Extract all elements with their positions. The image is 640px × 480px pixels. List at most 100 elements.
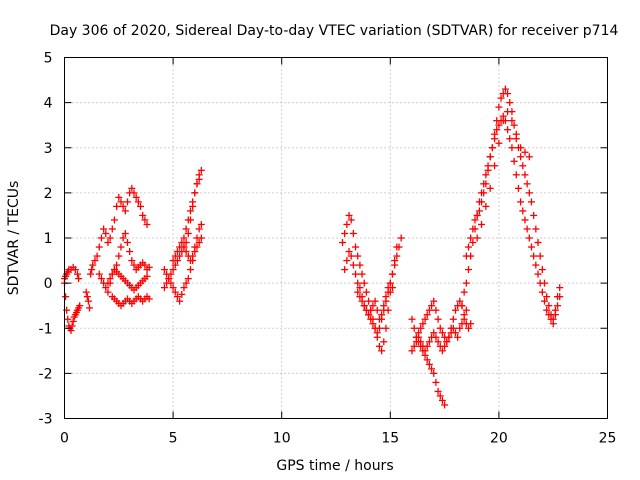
data-point (104, 288, 112, 296)
data-point (530, 211, 538, 219)
data-point (497, 94, 505, 102)
data-point (556, 293, 564, 301)
y-tick-label: -3 (39, 412, 53, 428)
data-point (95, 243, 103, 251)
data-point (341, 229, 349, 237)
data-point (169, 284, 177, 292)
data-point (365, 297, 373, 305)
data-point (367, 306, 375, 314)
data-point (501, 85, 509, 93)
data-point (417, 324, 425, 332)
data-point (519, 207, 527, 215)
data-point (521, 148, 529, 156)
data-point (525, 153, 533, 161)
data-point (186, 207, 194, 215)
data-point (197, 166, 205, 174)
data-point (382, 293, 390, 301)
data-point (545, 302, 553, 310)
data-point (532, 261, 540, 269)
data-point (449, 315, 457, 323)
data-point (128, 257, 136, 265)
data-point (347, 216, 355, 224)
data-point (454, 333, 462, 341)
data-point (367, 315, 375, 323)
data-point (91, 257, 99, 265)
data-point (117, 198, 125, 206)
data-point (445, 333, 453, 341)
data-point (85, 304, 93, 312)
data-point (76, 302, 84, 310)
data-point (119, 234, 127, 242)
data-point (423, 356, 431, 364)
y-tick-label: 1 (44, 231, 53, 247)
data-point (373, 329, 381, 337)
data-point (382, 324, 390, 332)
data-point (123, 239, 131, 247)
data-point (532, 225, 540, 233)
data-point (393, 252, 401, 260)
data-point (495, 139, 503, 147)
data-point (482, 180, 490, 188)
data-point (443, 338, 451, 346)
data-point (186, 257, 194, 265)
data-point (371, 297, 379, 305)
data-point (160, 284, 168, 292)
data-point (480, 189, 488, 197)
data-point (115, 252, 123, 260)
data-points (61, 85, 564, 409)
data-point (436, 324, 444, 332)
data-point (495, 103, 503, 111)
x-tick-label: 10 (273, 431, 291, 447)
data-point (408, 315, 416, 323)
y-axis-title: SDTVAR / TECUs (6, 181, 22, 296)
data-point (438, 329, 446, 337)
data-point (388, 270, 396, 278)
series-1 (61, 184, 153, 335)
data-point (512, 130, 520, 138)
y-tick-label: 4 (44, 96, 53, 112)
data-point (113, 261, 121, 269)
data-point (556, 284, 564, 292)
data-point (143, 272, 151, 280)
data-point (113, 202, 121, 210)
data-point (464, 243, 472, 251)
data-point (141, 216, 149, 224)
data-point (395, 243, 403, 251)
data-point (108, 225, 116, 233)
data-point (171, 261, 179, 269)
data-point (554, 302, 562, 310)
x-tick-label: 5 (169, 431, 178, 447)
x-tick-label: 20 (490, 431, 508, 447)
data-point (430, 369, 438, 377)
data-point (491, 135, 499, 143)
data-point (543, 306, 551, 314)
data-point (380, 338, 388, 346)
data-point (160, 266, 168, 274)
data-point (178, 239, 186, 247)
data-point (510, 121, 518, 129)
data-point (456, 297, 464, 305)
data-point (182, 248, 190, 256)
chart-title: Day 306 of 2020, Sidereal Day-to-day VTE… (50, 23, 619, 39)
data-point (83, 293, 91, 301)
data-point (195, 239, 203, 247)
data-point (349, 261, 357, 269)
y-tick-label: 2 (44, 186, 53, 202)
x-tick-label: 0 (60, 431, 69, 447)
data-point (538, 288, 546, 296)
data-point (180, 284, 188, 292)
data-point (412, 333, 420, 341)
data-point (95, 270, 103, 278)
data-point (464, 324, 472, 332)
data-point (517, 198, 525, 206)
data-point (139, 211, 147, 219)
data-point (495, 121, 503, 129)
data-point (64, 315, 72, 323)
data-point (486, 153, 494, 161)
y-tick-label: 5 (44, 51, 53, 67)
data-point (523, 180, 531, 188)
data-point (74, 270, 82, 278)
data-point (527, 243, 535, 251)
data-point (521, 171, 529, 179)
series-2 (160, 166, 205, 305)
